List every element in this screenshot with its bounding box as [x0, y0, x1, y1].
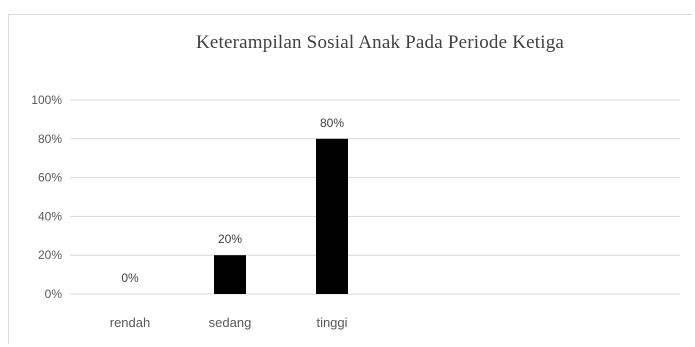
- chart-title: Keterampilan Sosial Anak Pada Periode Ke…: [195, 32, 565, 53]
- category-label-tinggi: tinggi: [316, 315, 347, 330]
- y-tick-label: 0%: [45, 287, 63, 301]
- data-label-rendah: 0%: [121, 271, 139, 285]
- y-tick-label: 80%: [38, 132, 62, 146]
- y-tick-label: 100%: [31, 93, 62, 107]
- gridlines: [70, 99, 680, 295]
- category-label-sedang: sedang: [209, 315, 252, 330]
- y-axis-ticks: 0% 20% 40% 60% 80% 100%: [31, 93, 62, 301]
- category-label-rendah: rendah: [110, 315, 150, 330]
- y-tick-label: 40%: [38, 209, 62, 223]
- chart-frame: [8, 14, 692, 344]
- y-tick-label: 60%: [38, 171, 62, 185]
- y-tick-label: 20%: [38, 248, 62, 262]
- bars: [214, 138, 348, 294]
- data-label-tinggi: 80%: [320, 116, 344, 130]
- bar-tinggi: [316, 138, 348, 294]
- x-axis-categories: rendah sedang tinggi: [110, 315, 348, 330]
- data-label-sedang: 20%: [218, 232, 242, 246]
- data-labels: 0% 20% 80%: [121, 116, 344, 285]
- bar-sedang: [214, 255, 246, 294]
